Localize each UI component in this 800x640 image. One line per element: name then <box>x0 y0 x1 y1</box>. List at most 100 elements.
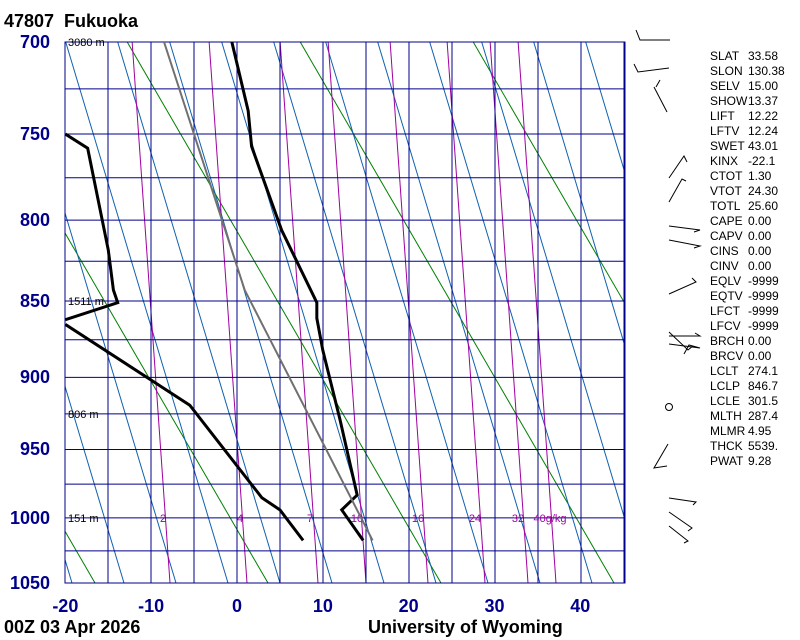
index-row: CAPE 0.00 <box>710 214 771 228</box>
index-value: 4.95 <box>748 424 772 438</box>
index-name: CAPV <box>710 229 743 243</box>
parcel-line <box>163 42 374 541</box>
index-value: 130.38 <box>748 64 785 78</box>
moist-adiabat <box>221 42 385 583</box>
index-value: 0.00 <box>748 214 772 228</box>
moist-adiabat <box>65 384 125 583</box>
index-row: SLAT 33.58 <box>710 49 778 63</box>
temperature-tick-label: 30 <box>484 596 505 616</box>
moist-adiabat <box>65 42 229 583</box>
pressure-tick-label: 950 <box>19 439 50 460</box>
index-value: 12.24 <box>748 124 779 138</box>
index-row: CINV 0.00 <box>710 259 771 273</box>
index-name: VTOT <box>710 184 742 198</box>
pressure-tick-label: 750 <box>19 124 50 145</box>
index-name: LCLT <box>710 364 739 378</box>
index-row: EQTV -9999 <box>710 289 779 303</box>
moist-adiabat <box>585 42 625 175</box>
index-value: 0.00 <box>748 244 772 258</box>
pressure-tick-label: 850 <box>19 291 50 312</box>
index-row: LFCT -9999 <box>710 304 779 318</box>
wind-barb <box>668 511 693 532</box>
index-row: BRCV 0.00 <box>710 349 771 363</box>
mixing-ratio-line <box>489 42 529 583</box>
index-row: SHOW13.37 <box>710 94 778 108</box>
pressure-tick-label: 800 <box>19 210 50 231</box>
mixing-ratio-label: 24 <box>469 513 481 525</box>
wind-barb <box>669 332 702 337</box>
index-row: CINS 0.00 <box>710 244 771 258</box>
wind-barb <box>668 343 701 355</box>
index-value: 13.37 <box>748 94 779 108</box>
temperature-tick-label: 20 <box>398 596 419 616</box>
index-name: MLMR <box>710 424 746 438</box>
temperature-tick-label: 10 <box>312 596 333 616</box>
mixing-ratio-line <box>517 42 557 583</box>
wind-barb <box>668 239 702 249</box>
index-row: VTOT 24.30 <box>710 184 778 198</box>
index-value: 287.4 <box>748 409 779 423</box>
mixing-ratio-label: 7 <box>307 513 313 525</box>
wind-barb <box>635 29 670 41</box>
index-row: KINX -22.1 <box>710 154 775 168</box>
wind-barb <box>668 225 701 233</box>
calm-wind-circle <box>665 403 673 411</box>
index-name: MLTH <box>710 409 742 423</box>
index-name: EQLV <box>710 274 742 288</box>
moist-adiabat <box>481 42 625 522</box>
pressure-tick-label: 700 <box>19 32 50 52</box>
index-name: KINX <box>710 154 739 168</box>
index-name: LIFT <box>710 109 735 123</box>
index-name: EQTV <box>710 289 743 303</box>
moist-adiabat <box>533 42 625 349</box>
mixing-ratio-label: 2 <box>160 513 166 525</box>
moist-adiabat <box>65 211 177 583</box>
mixing-ratio-label: 32 <box>512 513 524 525</box>
index-name: LFTV <box>710 124 740 138</box>
index-value: 274.1 <box>748 364 779 378</box>
index-name: THCK <box>710 439 743 453</box>
index-row: EQLV -9999 <box>710 274 779 288</box>
wind-barb <box>633 63 670 73</box>
temperature-tick-label: -20 <box>52 596 79 616</box>
wind-barb <box>668 178 687 203</box>
mixing-ratio-label: 16 <box>412 513 424 525</box>
index-value: -9999 <box>748 289 779 303</box>
wind-barb <box>668 525 689 544</box>
index-row: CAPV 0.00 <box>710 229 771 243</box>
index-row: SELV 15.00 <box>710 79 778 93</box>
index-row: LIFT 12.22 <box>710 109 778 123</box>
pressure-tick-label: 1000 <box>9 507 50 528</box>
dry-adiabat <box>472 42 625 305</box>
index-name: TOTL <box>710 199 741 213</box>
index-value: -9999 <box>748 319 779 333</box>
index-row: BRCH 0.00 <box>710 334 771 348</box>
station-title: 47807 Fukuoka <box>4 11 139 31</box>
height-label: 1511 m <box>68 296 104 308</box>
index-value: 5539. <box>748 439 779 453</box>
index-value: 33.58 <box>748 49 779 63</box>
moist-adiabat <box>117 42 281 583</box>
index-row: THCK 5539. <box>710 439 778 453</box>
moist-adiabat <box>325 42 489 583</box>
index-row: LCLE 301.5 <box>710 394 778 408</box>
mixing-ratio-line <box>208 42 248 583</box>
index-name: CINV <box>710 259 739 273</box>
height-label: 3080 m <box>68 37 105 49</box>
temperature-tick-label: 40 <box>570 596 591 616</box>
dry-adiabat <box>65 232 269 583</box>
wind-barb <box>668 331 694 351</box>
wind-barb <box>655 79 661 88</box>
index-row: MLTH 287.4 <box>710 409 778 423</box>
index-name: SHOW <box>710 94 748 108</box>
index-value: 0.00 <box>748 259 772 273</box>
index-value: 0.00 <box>748 349 772 363</box>
index-value: 24.30 <box>748 184 779 198</box>
pressure-tick-label: 900 <box>19 367 50 388</box>
wind-barb <box>653 443 669 469</box>
index-name: LCLP <box>710 379 741 393</box>
dewpoint-line <box>65 132 120 322</box>
wind-barb <box>653 86 668 113</box>
index-row: PWAT 9.28 <box>710 454 771 468</box>
